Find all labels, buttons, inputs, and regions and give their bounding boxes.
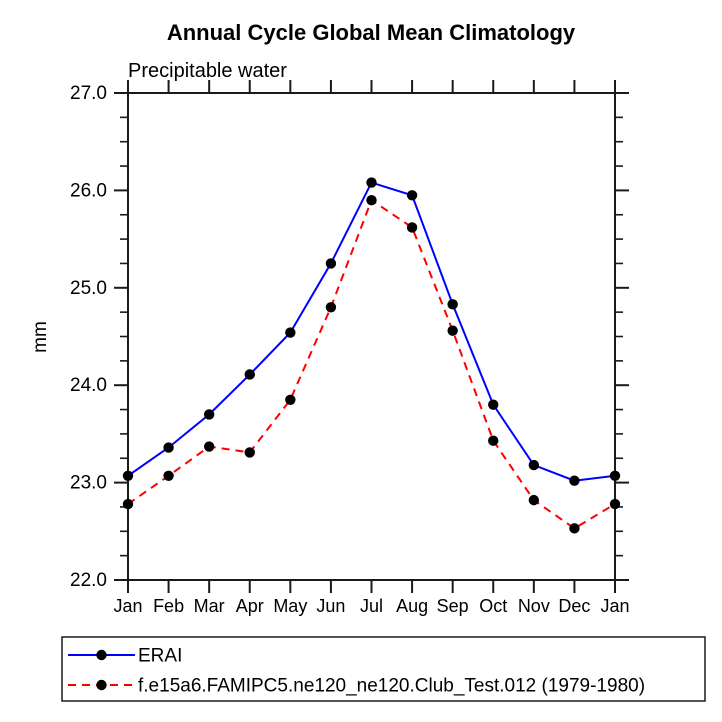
x-tick-label: Aug	[396, 596, 428, 616]
x-tick-label: Jul	[360, 596, 383, 616]
data-point-marker	[609, 470, 621, 481]
data-point-marker	[244, 369, 255, 380]
data-point-marker	[528, 494, 540, 506]
y-tick-label: 22.0	[70, 570, 107, 591]
series-line	[127, 198, 616, 530]
x-tick-label: Oct	[479, 596, 507, 616]
y-tick-label: 25.0	[70, 278, 107, 299]
data-point-marker	[285, 394, 296, 406]
data-point-marker	[609, 498, 621, 510]
y-tick-label: 24.0	[70, 375, 107, 396]
data-point-marker	[122, 470, 134, 481]
data-point-marker	[366, 177, 377, 188]
data-point-marker	[163, 470, 174, 481]
data-point-marker	[569, 475, 580, 486]
legend-box	[61, 636, 706, 702]
data-point-marker	[325, 302, 337, 313]
data-point-marker	[488, 435, 499, 446]
data-point-marker	[406, 190, 418, 201]
series-line	[127, 181, 616, 482]
x-tick-label: Jan	[113, 596, 142, 616]
x-tick-label: Jan	[600, 596, 629, 616]
legend: ERAI f.e15a6.FAMIPC5.ne120_ne120.Club_Tes…	[61, 636, 706, 702]
x-tick-label: Dec	[558, 596, 590, 616]
data-point-marker	[488, 399, 499, 410]
data-point-marker	[203, 441, 215, 452]
x-tick-label: Feb	[153, 596, 184, 616]
data-point-marker	[163, 442, 174, 453]
legend-label: f.e15a6.FAMIPC5.ne120_ne120.Club_Test.01…	[138, 676, 645, 697]
x-tick-label: Nov	[518, 596, 550, 616]
data-point-marker	[325, 258, 337, 269]
y-tick-label: 27.0	[70, 83, 107, 104]
chart-title: Annual Cycle Global Mean Climatology	[167, 20, 576, 45]
legend-marker	[96, 649, 107, 661]
data-point-marker	[366, 194, 377, 206]
data-point-marker	[406, 222, 418, 233]
x-tick-label: Apr	[236, 596, 264, 616]
data-point-marker	[528, 459, 540, 471]
legend-marker	[96, 679, 107, 691]
chart-subtitle: Precipitable water	[128, 60, 287, 82]
x-tick-label: Jun	[316, 596, 345, 616]
data-point-marker	[203, 409, 215, 420]
x-tick-label: Mar	[194, 596, 225, 616]
y-tick-label: 23.0	[70, 473, 107, 494]
data-point-marker	[244, 447, 255, 458]
data-point-marker	[569, 523, 580, 534]
axes: 22.0 23.0 24.0 25.0 26.0 27.0 Jan Feb Mar Apr May J…	[70, 80, 630, 616]
y-tick-label: 26.0	[70, 180, 107, 201]
legend-label: ERAI	[138, 646, 182, 667]
plot-frame	[127, 92, 616, 581]
x-tick-label: Sep	[437, 596, 469, 616]
y-axis-label: mm	[30, 321, 51, 353]
x-tick-label: May	[273, 596, 307, 616]
data-point-marker	[285, 327, 296, 338]
series-layer	[122, 177, 621, 534]
data-point-marker	[447, 299, 458, 310]
data-point-marker	[447, 325, 458, 336]
data-point-marker	[122, 498, 134, 510]
